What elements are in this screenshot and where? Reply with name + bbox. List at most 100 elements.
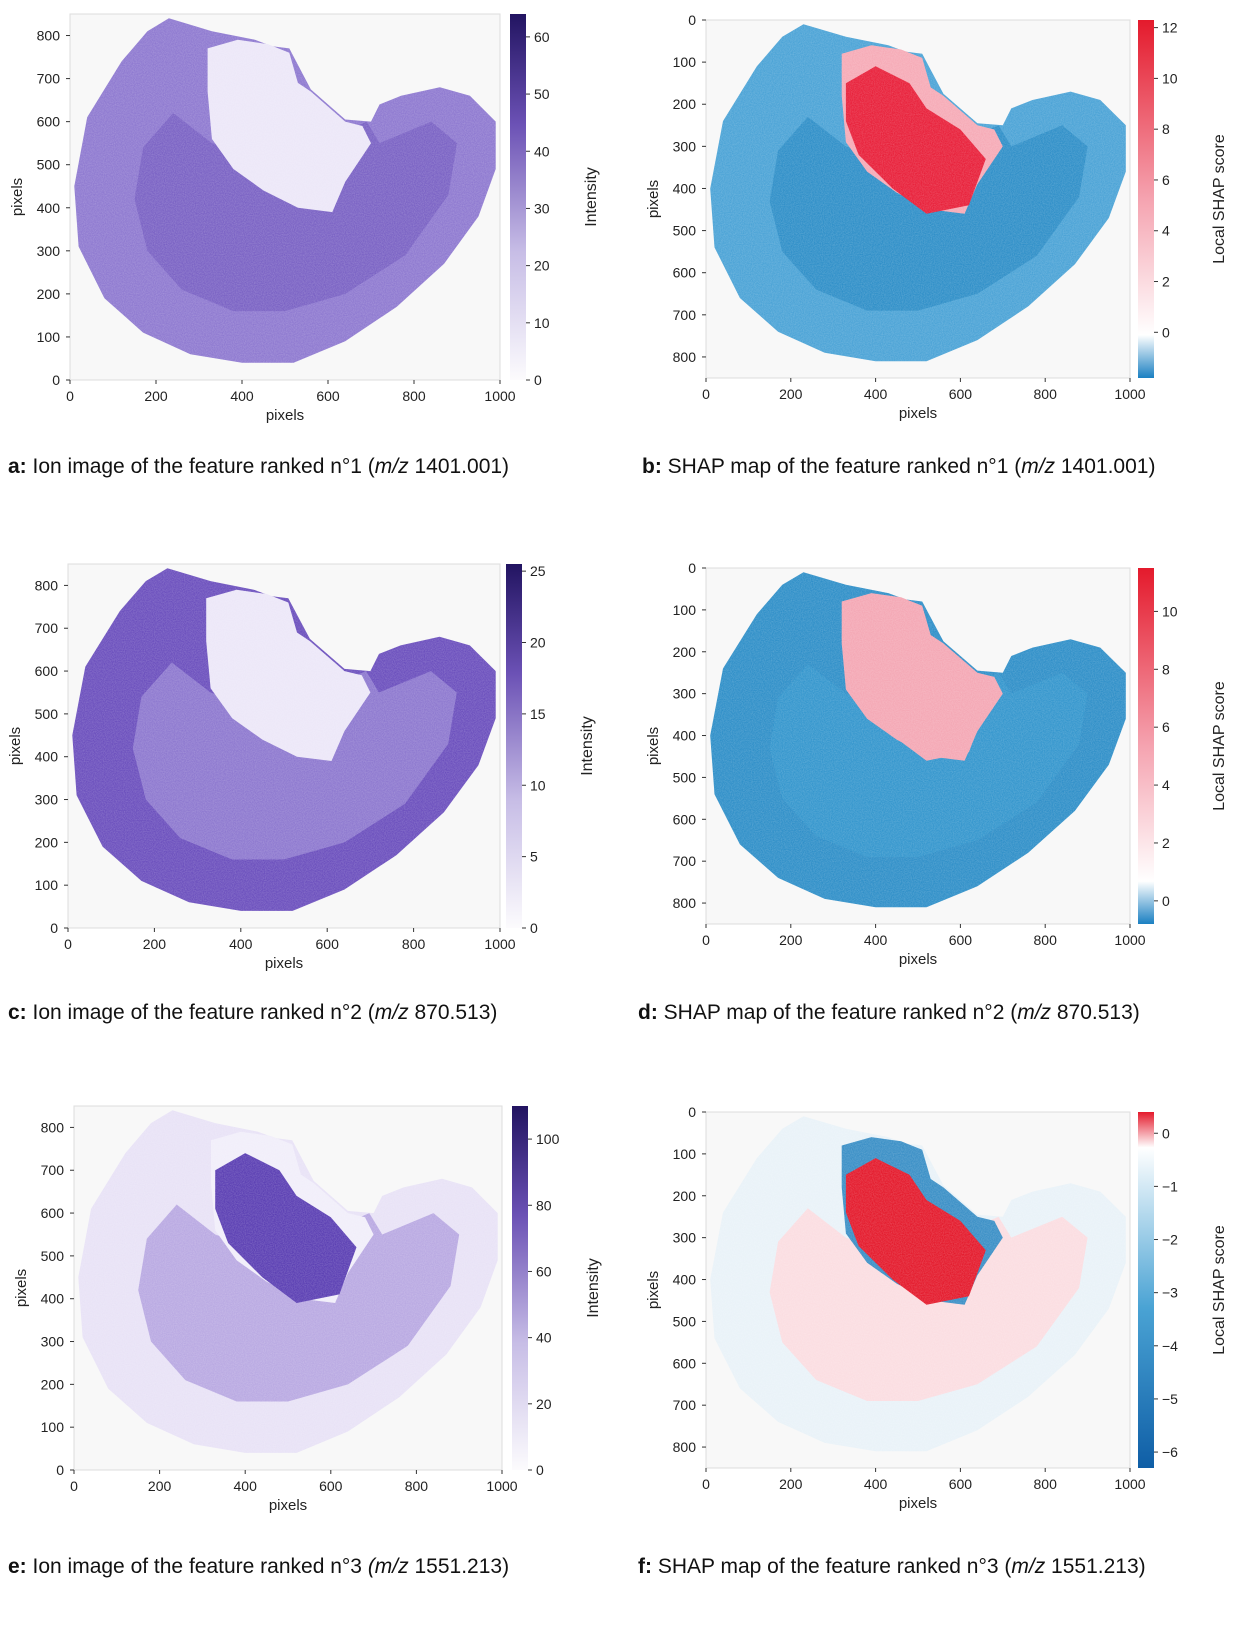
- x-axis-title: pixels: [899, 1495, 937, 1512]
- tissue-texture: [78, 1110, 498, 1453]
- caption-e: e: Ion image of the feature ranked n°3 (…: [8, 1555, 509, 1579]
- y-tick-label: 0: [688, 1104, 696, 1120]
- y-tick-label: 200: [673, 644, 697, 660]
- y-tick-label: 400: [35, 749, 59, 765]
- y-tick-label: 400: [673, 180, 697, 196]
- colorbar-label: Local SHAP score: [1211, 681, 1228, 811]
- y-tick-label: 500: [673, 769, 697, 785]
- x-tick-label: 0: [66, 388, 74, 404]
- panel-b: 0 200 400 600 800 1000 pixels 0 100 200 300 400 500 6…: [628, 0, 1256, 540]
- y-tick-label: 600: [35, 663, 59, 679]
- y-axis-title: pixels: [645, 1271, 662, 1309]
- x-tick-label: 600: [319, 1478, 343, 1494]
- caption-mz-italic: m/z: [1021, 455, 1056, 478]
- y-tick-label: 300: [673, 686, 697, 702]
- colorbar-tick-label: 50: [534, 86, 550, 102]
- x-tick-label: 1000: [486, 1478, 517, 1494]
- y-tick-label: 600: [41, 1205, 65, 1221]
- colorbar-tick-label: 6: [1162, 172, 1170, 188]
- x-tick-label: 0: [70, 1478, 78, 1494]
- y-axis-title: pixels: [645, 727, 662, 765]
- x-tick-label: 400: [864, 1476, 888, 1492]
- tissue-map-c: [72, 568, 496, 911]
- x-tick-label: 800: [1034, 932, 1058, 948]
- colorbar-a: [510, 14, 526, 380]
- colorbar-tick-label: −5: [1162, 1391, 1178, 1407]
- x-axis-title: pixels: [899, 951, 937, 968]
- caption-letter: b:: [642, 455, 668, 478]
- x-tick-label: 200: [143, 936, 167, 952]
- colorbar-tick-label: 100: [536, 1131, 560, 1147]
- colorbar-tick-label: 10: [530, 777, 546, 793]
- x-tick-label: 0: [702, 932, 710, 948]
- x-tick-label: 0: [702, 386, 710, 402]
- caption-d: d: SHAP map of the feature ranked n°2 (m…: [638, 1001, 1140, 1025]
- y-tick-label: 500: [673, 223, 697, 239]
- caption-letter: e:: [8, 1555, 33, 1578]
- x-tick-label: 800: [405, 1478, 429, 1494]
- y-tick-label: 500: [673, 1313, 697, 1329]
- colorbar-tick-label: −2: [1162, 1232, 1178, 1248]
- caption-letter: f:: [638, 1555, 658, 1578]
- x-tick-label: 800: [1034, 1476, 1058, 1492]
- colorbar-tick-label: 4: [1162, 777, 1170, 793]
- caption-c: c: Ion image of the feature ranked n°2 (…: [8, 1001, 497, 1025]
- colorbar-tick-label: 10: [1162, 603, 1178, 619]
- y-tick-label: 800: [37, 28, 61, 44]
- y-tick-label: 100: [35, 877, 59, 893]
- y-tick-label: 200: [673, 1188, 697, 1204]
- x-axis-title: pixels: [899, 405, 937, 422]
- colorbar-tick-label: 60: [534, 29, 550, 45]
- y-tick-label: 400: [673, 728, 697, 744]
- colorbar-tick-label: 12: [1162, 20, 1178, 36]
- tissue-map-e: [78, 1110, 498, 1453]
- caption-mz-italic: m/z: [374, 455, 409, 478]
- colorbar-tick-label: 0: [1162, 324, 1170, 340]
- colorbar-tick-label: 0: [1162, 1125, 1170, 1141]
- colorbar-tick-label: 8: [1162, 121, 1170, 137]
- colorbar-tick-label: 40: [536, 1330, 552, 1346]
- colorbar-tick-label: 6: [1162, 719, 1170, 735]
- chart-e: 0 200 400 600 800 1000pixels01002003004005006…: [13, 1105, 602, 1514]
- x-tick-label: 200: [144, 388, 168, 404]
- colorbar-tick-label: 2: [1162, 835, 1170, 851]
- tissue-texture: [710, 1116, 1126, 1452]
- colorbar-tick-label: 8: [1162, 661, 1170, 677]
- colorbar-d: [1138, 568, 1154, 924]
- y-tick-label: 100: [673, 1146, 697, 1162]
- y-tick-label: 100: [673, 602, 697, 618]
- x-tick-label: 1000: [484, 936, 515, 952]
- x-tick-label: 0: [702, 1476, 710, 1492]
- colorbar-e: [512, 1106, 528, 1470]
- colorbar-tick-label: 30: [534, 200, 550, 216]
- x-tick-label: 200: [148, 1478, 172, 1494]
- tissue-texture: [710, 572, 1126, 908]
- caption-text: SHAP map of the feature ranked n°2 (: [663, 1001, 1018, 1024]
- caption-b: b: SHAP map of the feature ranked n°1 (m…: [642, 455, 1155, 479]
- caption-f: f: SHAP map of the feature ranked n°3 (m…: [638, 1555, 1146, 1579]
- colorbar-tick-label: 20: [536, 1396, 552, 1412]
- colorbar-tick-label: −6: [1162, 1444, 1178, 1460]
- x-tick-label: 400: [864, 932, 888, 948]
- y-tick-label: 700: [37, 71, 61, 87]
- x-tick-label: 400: [229, 936, 253, 952]
- caption-a: a: Ion image of the feature ranked n°1 (…: [8, 455, 509, 479]
- y-tick-label: 300: [673, 138, 697, 154]
- y-tick-label: 600: [673, 265, 697, 281]
- tissue-map-f: [710, 1116, 1126, 1452]
- panel-e: 0 200 400 600 800 1000 pixels 0 100 200 300 400 500 6…: [0, 1090, 628, 1630]
- y-tick-label: 100: [673, 54, 697, 70]
- x-tick-label: 800: [402, 388, 426, 404]
- colorbar-tick-label: 40: [534, 143, 550, 159]
- colorbar-tick-label: 20: [534, 258, 550, 274]
- y-tick-label: 400: [673, 1272, 697, 1288]
- caption-mz-value: 870.513): [408, 1001, 498, 1024]
- tissue-map-d: [710, 572, 1126, 908]
- colorbar-tick-label: −4: [1162, 1338, 1178, 1354]
- chart-a: 0 200 400 600 800 1000pixels01002003004005006…: [9, 13, 600, 424]
- caption-mz-value: 1551.213): [1045, 1555, 1146, 1578]
- x-tick-label: 200: [779, 386, 803, 402]
- colorbar-tick-label: 5: [530, 849, 538, 865]
- y-tick-label: 800: [673, 349, 697, 365]
- y-tick-label: 200: [41, 1376, 65, 1392]
